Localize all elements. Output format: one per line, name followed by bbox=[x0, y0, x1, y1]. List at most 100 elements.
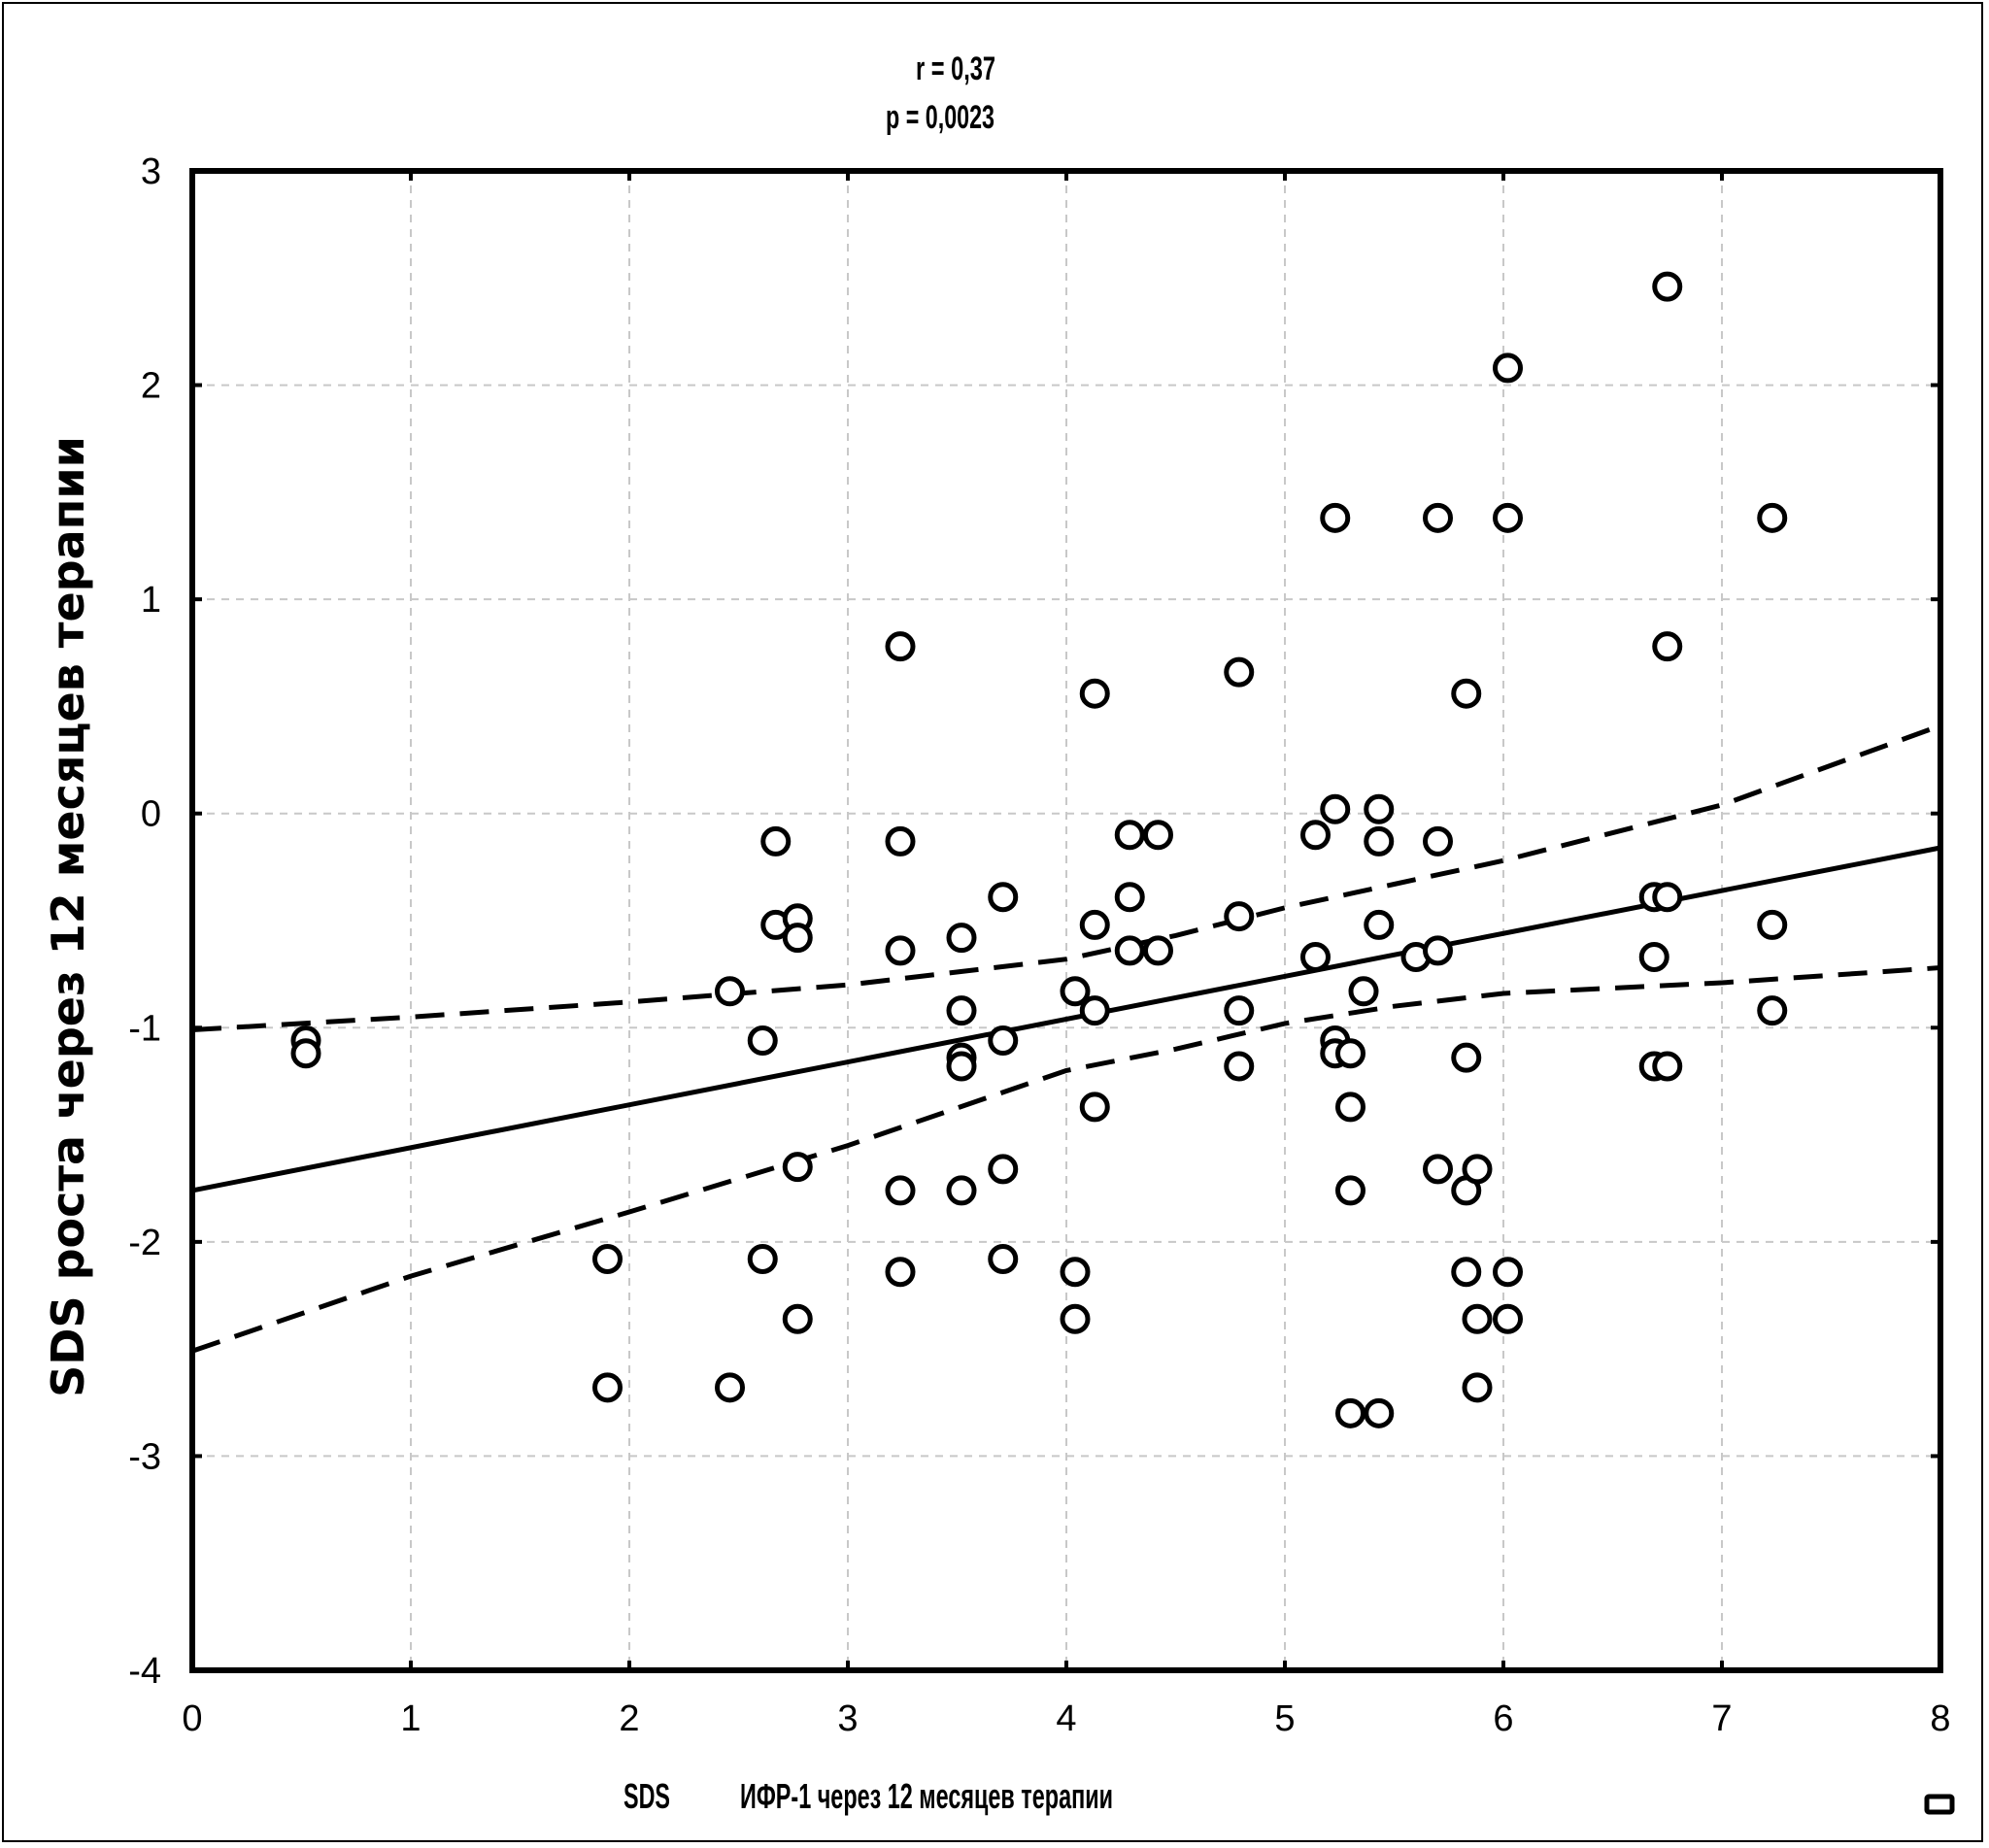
data-point bbox=[1335, 1038, 1365, 1069]
data-point bbox=[1114, 820, 1145, 851]
data-point bbox=[946, 923, 977, 954]
data-point bbox=[715, 1372, 745, 1403]
data-point bbox=[1423, 502, 1453, 533]
data-point bbox=[1224, 1051, 1255, 1082]
data-point bbox=[1757, 995, 1788, 1026]
confidence-bands bbox=[191, 722, 1941, 1354]
data-point bbox=[1462, 1154, 1493, 1185]
data-point bbox=[1224, 656, 1255, 688]
data-point bbox=[1757, 502, 1788, 533]
y-axis-label: SDS роста через 12 месяцев терапии bbox=[42, 436, 94, 1397]
data-point bbox=[1652, 882, 1683, 913]
data-point bbox=[782, 923, 813, 954]
scatter-chart: 0 1 2 3 4 5 6 7 8 3 2 1 0 -1 -2 -3 -4 r = 0,37 p = 0,00… bbox=[42, 50, 1955, 1816]
data-point bbox=[988, 1025, 1019, 1057]
data-point bbox=[1451, 1042, 1482, 1073]
data-point bbox=[1364, 793, 1395, 824]
data-point bbox=[1060, 976, 1091, 1007]
x-tick-labels: 0 1 2 3 4 5 6 7 8 bbox=[182, 1698, 1950, 1739]
y-tick-label: 2 bbox=[141, 366, 161, 407]
data-point bbox=[1364, 825, 1395, 857]
data-point bbox=[1423, 825, 1453, 857]
x-tick-label: 8 bbox=[1930, 1698, 1950, 1739]
y-tick-label: -2 bbox=[128, 1223, 161, 1263]
data-point bbox=[1493, 1303, 1523, 1334]
data-point bbox=[1423, 1154, 1453, 1185]
data-point bbox=[1079, 995, 1110, 1026]
x-axis-label-prefix: SDS bbox=[624, 1776, 670, 1816]
data-point bbox=[1451, 678, 1482, 709]
data-point bbox=[1335, 1175, 1365, 1206]
data-point bbox=[1451, 1257, 1482, 1288]
data-point bbox=[1423, 935, 1453, 966]
data-point bbox=[1493, 502, 1523, 533]
data-point bbox=[1652, 631, 1683, 662]
y-tick-label: -4 bbox=[128, 1651, 161, 1692]
data-point bbox=[1652, 1051, 1683, 1082]
data-point bbox=[1493, 353, 1523, 384]
data-point bbox=[988, 882, 1019, 913]
tick-marks bbox=[190, 169, 1942, 1672]
data-point bbox=[988, 1244, 1019, 1275]
confidence-lower-line bbox=[191, 965, 1941, 1354]
data-point bbox=[1300, 820, 1331, 851]
data-point bbox=[1114, 935, 1145, 966]
data-point bbox=[290, 1038, 321, 1069]
data-point bbox=[1079, 1092, 1110, 1123]
data-point bbox=[747, 1025, 778, 1057]
x-tick-label: 3 bbox=[837, 1698, 858, 1739]
data-point bbox=[1462, 1372, 1493, 1403]
data-point bbox=[946, 995, 977, 1026]
data-point bbox=[1224, 995, 1255, 1026]
data-point bbox=[946, 1175, 977, 1206]
y-tick-label: -1 bbox=[128, 1008, 161, 1049]
data-point bbox=[1335, 1092, 1365, 1123]
data-point bbox=[1320, 793, 1351, 824]
data-point bbox=[885, 631, 916, 662]
data-point bbox=[1320, 502, 1351, 533]
data-point bbox=[1335, 1397, 1365, 1428]
data-point bbox=[1300, 941, 1331, 972]
data-point bbox=[747, 1244, 778, 1275]
data-point bbox=[885, 1257, 916, 1288]
confidence-upper-line bbox=[191, 722, 1941, 1032]
data-points bbox=[290, 271, 1788, 1428]
data-point bbox=[1757, 909, 1788, 940]
data-point bbox=[1079, 678, 1110, 709]
data-point bbox=[782, 1152, 813, 1183]
x-tick-label: 7 bbox=[1711, 1698, 1732, 1739]
x-tick-label: 6 bbox=[1493, 1698, 1513, 1739]
x-tick-label: 5 bbox=[1274, 1698, 1295, 1739]
data-point bbox=[1364, 1397, 1395, 1428]
y-tick-label: 3 bbox=[141, 151, 161, 192]
data-point bbox=[1493, 1257, 1523, 1288]
data-point bbox=[782, 1303, 813, 1334]
data-point bbox=[760, 825, 792, 857]
grid-lines bbox=[192, 171, 1940, 1670]
data-point bbox=[1638, 941, 1669, 972]
data-point bbox=[885, 1175, 916, 1206]
y-tick-labels: 3 2 1 0 -1 -2 -3 -4 bbox=[128, 151, 161, 1692]
data-point bbox=[1462, 1303, 1493, 1334]
x-tick-label: 4 bbox=[1056, 1698, 1076, 1739]
data-point bbox=[592, 1244, 623, 1275]
data-point bbox=[1143, 935, 1173, 966]
r-annotation: r = 0,37 bbox=[916, 50, 995, 87]
data-point bbox=[592, 1372, 623, 1403]
data-point bbox=[885, 825, 916, 857]
y-tick-label: 1 bbox=[141, 580, 161, 621]
x-tick-label: 0 bbox=[182, 1698, 202, 1739]
data-point bbox=[1114, 882, 1145, 913]
data-point bbox=[1364, 909, 1395, 940]
data-point bbox=[1652, 271, 1683, 302]
y-tick-label: -3 bbox=[128, 1436, 161, 1477]
data-point bbox=[715, 976, 745, 1007]
data-point bbox=[1060, 1257, 1091, 1288]
x-tick-label: 1 bbox=[400, 1698, 421, 1739]
p-annotation: p = 0,0023 bbox=[886, 99, 994, 136]
data-point bbox=[1224, 901, 1255, 932]
data-point bbox=[988, 1154, 1019, 1185]
data-point bbox=[1348, 976, 1379, 1007]
data-point bbox=[946, 1051, 977, 1082]
